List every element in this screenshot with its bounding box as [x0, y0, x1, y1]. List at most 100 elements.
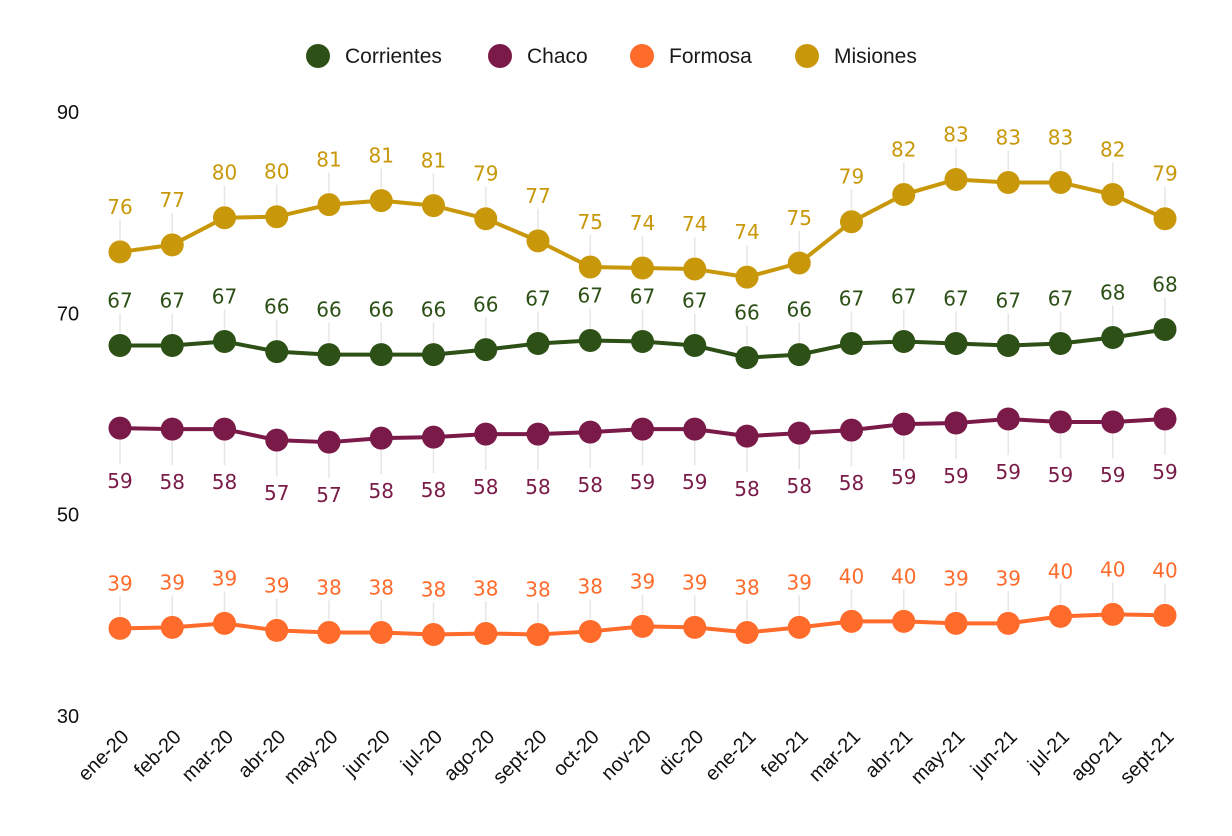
data-point-misiones: [213, 206, 236, 230]
data-label-corrientes: 67: [839, 287, 864, 311]
data-point-corrientes: [1049, 332, 1072, 356]
series-formosa: [108, 602, 1177, 646]
data-label-formosa: 38: [473, 576, 498, 600]
data-label-chaco: 57: [264, 481, 289, 505]
data-label-formosa: 39: [996, 566, 1021, 590]
data-label-chaco: 58: [578, 473, 603, 497]
data-point-chaco: [265, 428, 289, 452]
data-label-corrientes: 67: [160, 289, 185, 313]
data-label-formosa: 38: [525, 577, 550, 601]
data-label-formosa: 38: [316, 575, 341, 599]
data-point-chaco: [160, 417, 184, 441]
data-label-chaco: 59: [682, 470, 707, 494]
data-point-formosa: [735, 620, 759, 644]
data-point-chaco: [1101, 410, 1125, 434]
legend-item-formosa: Formosa: [630, 44, 752, 68]
data-label-formosa: 40: [891, 564, 916, 588]
data-point-corrientes: [578, 329, 602, 353]
legend-marker-corrientes: [306, 44, 330, 68]
data-label-formosa: 38: [369, 575, 394, 599]
series-misiones: [108, 167, 1177, 289]
data-label-misiones: 79: [1152, 162, 1177, 186]
data-point-formosa: [474, 621, 498, 645]
data-label-formosa: 39: [630, 569, 655, 593]
data-label-chaco: 58: [421, 478, 446, 502]
data-point-chaco: [369, 426, 393, 450]
x-tick-label: ene-21: [701, 726, 761, 786]
data-point-chaco: [944, 411, 968, 435]
data-point-formosa: [213, 611, 236, 635]
data-label-misiones: 83: [1048, 125, 1073, 149]
y-tick-label: 30: [57, 706, 79, 728]
x-tick-label: oct-20: [549, 726, 604, 781]
data-point-chaco: [1153, 407, 1177, 431]
data-point-corrientes: [787, 343, 811, 367]
data-labels: 67 67 67 66 66 66 66 66 67 67 67 67 66 66 67 67 67 67 67 68…: [107, 122, 1177, 601]
data-point-corrientes: [213, 330, 236, 354]
data-point-formosa: [840, 609, 863, 633]
legend: Corrientes Chaco Formosa Misiones: [306, 44, 917, 68]
data-label-corrientes: 68: [1152, 272, 1177, 296]
data-label-corrientes: 66: [473, 293, 498, 317]
data-point-formosa: [1049, 604, 1072, 628]
x-tick-label: may-20: [280, 726, 343, 789]
series-layer: [108, 167, 1177, 646]
label-guides: [119, 147, 1166, 623]
data-label-misiones: 80: [212, 161, 237, 185]
data-point-formosa: [892, 609, 916, 633]
data-point-chaco: [422, 425, 445, 449]
x-tick-label: feb-21: [757, 726, 813, 782]
series-corrientes: [108, 317, 1177, 370]
data-label-chaco: 59: [1100, 463, 1125, 487]
data-label-corrientes: 67: [1048, 287, 1073, 311]
data-point-chaco: [840, 418, 863, 442]
data-point-corrientes: [1101, 325, 1125, 349]
data-point-chaco: [526, 422, 550, 446]
data-label-misiones: 81: [421, 149, 446, 173]
data-label-misiones: 74: [734, 220, 759, 244]
data-label-formosa: 38: [421, 577, 446, 601]
data-point-corrientes: [840, 332, 863, 356]
data-point-chaco: [108, 416, 132, 440]
data-label-corrientes: 66: [264, 295, 289, 319]
x-tick-label: sept-20: [489, 726, 552, 789]
data-point-corrientes: [160, 334, 184, 358]
data-label-chaco: 59: [107, 469, 132, 493]
data-label-misiones: 77: [160, 188, 185, 212]
data-label-formosa: 39: [107, 571, 132, 595]
data-point-chaco: [317, 430, 341, 454]
data-point-formosa: [160, 615, 184, 639]
data-label-misiones: 75: [578, 210, 603, 234]
data-label-corrientes: 66: [734, 301, 759, 325]
data-label-chaco: 57: [316, 483, 341, 507]
data-point-formosa: [526, 622, 550, 646]
data-label-formosa: 39: [943, 566, 968, 590]
data-label-chaco: 58: [787, 474, 812, 498]
data-point-corrientes: [996, 334, 1020, 358]
data-label-formosa: 39: [212, 566, 237, 590]
data-point-formosa: [683, 615, 707, 639]
data-point-misiones: [787, 251, 811, 275]
legend-item-corrientes: Corrientes: [306, 44, 442, 68]
data-point-misiones: [108, 240, 132, 264]
data-point-chaco: [735, 424, 759, 448]
data-point-corrientes: [317, 343, 341, 367]
y-tick-label: 50: [57, 505, 79, 527]
data-point-chaco: [474, 422, 498, 446]
data-point-corrientes: [265, 340, 289, 364]
data-label-chaco: 58: [369, 479, 394, 503]
data-point-chaco: [1049, 410, 1072, 434]
data-label-misiones: 83: [943, 122, 968, 146]
data-point-misiones: [526, 229, 550, 253]
data-point-misiones: [735, 265, 759, 289]
data-point-misiones: [996, 170, 1020, 194]
data-label-misiones: 82: [1100, 138, 1125, 162]
data-point-misiones: [1101, 183, 1125, 207]
data-label-chaco: 58: [734, 477, 759, 501]
data-label-misiones: 77: [525, 184, 550, 208]
data-point-corrientes: [1153, 317, 1177, 341]
data-label-misiones: 74: [682, 212, 707, 236]
data-point-corrientes: [683, 334, 707, 358]
